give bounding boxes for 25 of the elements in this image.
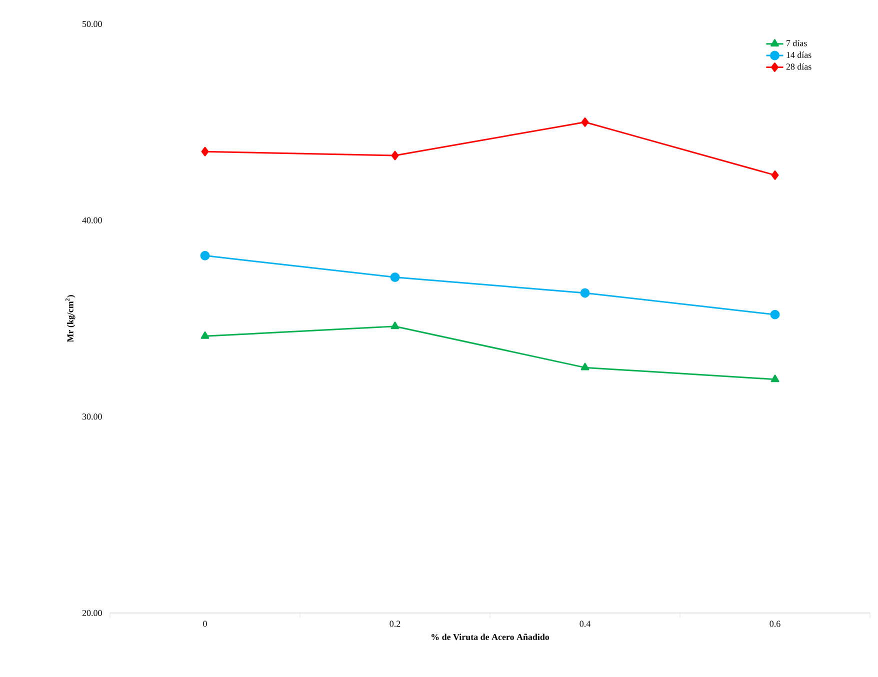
y-tick-label: 50.00 — [82, 20, 102, 28]
legend-label: 14 días — [786, 52, 812, 58]
x-tick-label: 0.4 — [580, 620, 590, 627]
point — [771, 170, 779, 180]
y-tick-label: 20.00 — [82, 610, 102, 616]
x-tick-label: 0 — [203, 620, 207, 627]
legend-label: 7 días — [786, 40, 807, 46]
x-axis-title: % de Viruta de Acero Añadido — [432, 634, 550, 640]
point — [580, 288, 590, 298]
point — [390, 272, 400, 282]
point — [580, 362, 590, 370]
point — [201, 146, 209, 156]
point — [200, 250, 210, 260]
point — [581, 117, 589, 127]
point — [390, 322, 400, 330]
point — [770, 310, 780, 320]
x-tick-label: 0.6 — [770, 620, 780, 627]
y-tick-label: 30.00 — [82, 414, 102, 420]
x-tick-label: 0.2 — [390, 620, 400, 627]
y-axis-title: Mr (kg/cm$^{2}$) — [65, 295, 76, 342]
point — [391, 150, 399, 160]
point — [770, 374, 780, 382]
y-tick-label: 40.00 — [82, 217, 102, 224]
legend-label: 28 días — [786, 63, 812, 70]
point — [200, 331, 210, 339]
